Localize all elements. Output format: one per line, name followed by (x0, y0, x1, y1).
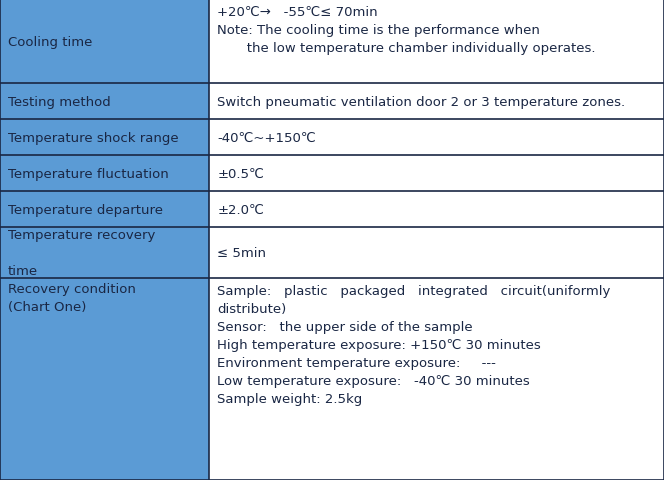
Text: ±2.0℃: ±2.0℃ (217, 204, 264, 216)
Text: Switch pneumatic ventilation door 2 or 3 temperature zones.: Switch pneumatic ventilation door 2 or 3… (217, 96, 625, 108)
Text: Recovery condition
(Chart One): Recovery condition (Chart One) (8, 282, 136, 313)
Text: Cooling time: Cooling time (8, 36, 92, 48)
Bar (209, 192, 664, 228)
Text: Temperature departure: Temperature departure (8, 204, 163, 216)
Text: Sample:   plastic   packaged   integrated   circuit(uniformly
distribute)
Sensor: Sample: plastic packaged integrated circ… (217, 284, 610, 405)
Bar (209, 84, 664, 120)
Text: +20℃→   -55℃≤ 70min
Note: The cooling time is the performance when
       the lo: +20℃→ -55℃≤ 70min Note: The cooling time… (217, 6, 596, 55)
Bar (209, 156, 664, 192)
Bar (209, 120, 664, 156)
Bar (0, 228, 209, 278)
Text: ≤ 5min: ≤ 5min (217, 247, 266, 260)
Text: Temperature shock range: Temperature shock range (8, 132, 179, 144)
Bar (0, 156, 209, 192)
Bar (0, 192, 209, 228)
Text: Testing method: Testing method (8, 96, 111, 108)
Bar (0, 84, 209, 120)
Bar (0, 0, 209, 84)
Text: -40℃~+150℃: -40℃~+150℃ (217, 132, 316, 144)
Text: Temperature fluctuation: Temperature fluctuation (8, 168, 169, 180)
Bar (209, 0, 664, 84)
Bar (209, 228, 664, 278)
Text: Temperature recovery

time: Temperature recovery time (8, 229, 155, 277)
Text: ±0.5℃: ±0.5℃ (217, 168, 264, 180)
Bar (0, 120, 209, 156)
Bar (0, 278, 209, 480)
Bar (209, 278, 664, 480)
